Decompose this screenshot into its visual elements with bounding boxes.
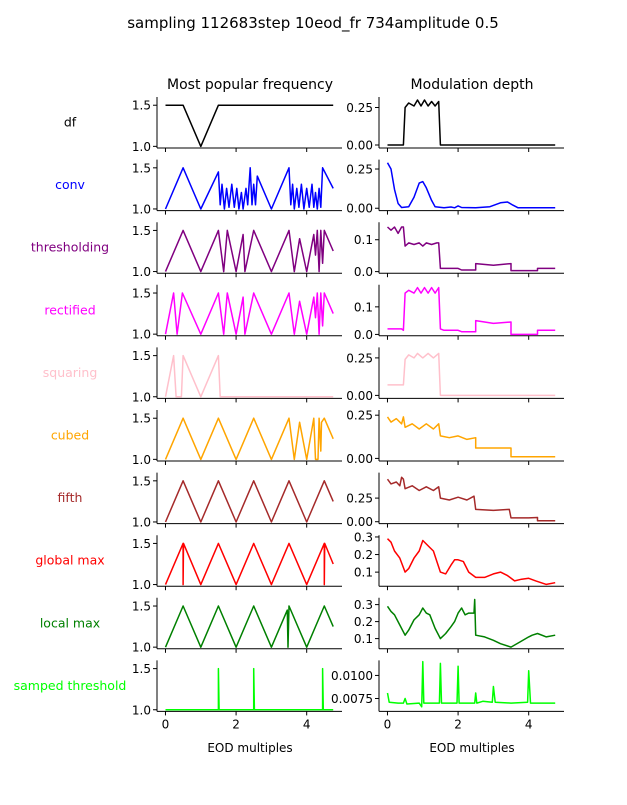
y-tick-label: 0.1 bbox=[354, 233, 373, 247]
x-tick-label: 2 bbox=[454, 717, 462, 731]
series-line-cubed-right bbox=[386, 416, 556, 458]
y-tick-label: 0.0100 bbox=[331, 669, 373, 683]
y-tick-label: 0.00 bbox=[346, 515, 373, 529]
x-tick-label: 2 bbox=[232, 717, 240, 731]
row-label: samped threshold bbox=[14, 678, 127, 693]
series-line-global-max-right bbox=[386, 538, 556, 586]
y-tick-label: 1.5 bbox=[132, 287, 151, 301]
y-tick-label: 1.5 bbox=[132, 412, 151, 426]
y-tick-label: 1.0 bbox=[132, 578, 151, 592]
y-tick-label: 0.25 bbox=[346, 101, 373, 115]
series-line-global-max-left bbox=[164, 542, 334, 586]
x-tick-label: 4 bbox=[525, 717, 533, 731]
y-tick-label: 0.0 bbox=[354, 265, 373, 279]
y-tick-label: 1.0 bbox=[132, 641, 151, 655]
x-axis-label-left: EOD multiples bbox=[207, 741, 292, 755]
row-label: fifth bbox=[58, 490, 83, 505]
row-label: conv bbox=[55, 177, 85, 192]
series-line-local-max-right bbox=[386, 598, 556, 648]
y-tick-label: 1.5 bbox=[132, 600, 151, 614]
x-axis-label-right: EOD multiples bbox=[429, 741, 514, 755]
y-tick-label: 1.0 bbox=[132, 202, 151, 216]
y-tick-label: 0.25 bbox=[346, 409, 373, 423]
y-tick-label: 0.00 bbox=[346, 452, 373, 466]
y-tick-label: 1.0 bbox=[132, 703, 151, 717]
column-title-left: Most popular frequency bbox=[167, 77, 333, 93]
y-tick-label: 1.0 bbox=[132, 140, 151, 154]
series-line-conv-right bbox=[386, 162, 556, 209]
y-tick-label: 0.2 bbox=[354, 615, 373, 629]
series-line-rectified-left bbox=[164, 292, 334, 335]
y-tick-label: 1.5 bbox=[132, 662, 151, 676]
row-label: global max bbox=[35, 553, 104, 568]
series-line-thresholding-right bbox=[386, 226, 556, 272]
series-line-samped-threshold-left bbox=[165, 667, 334, 711]
y-tick-label: 1.0 bbox=[132, 453, 151, 467]
y-tick-label: 0.2 bbox=[354, 548, 373, 562]
x-tick-label: 4 bbox=[303, 717, 311, 731]
y-tick-label: 0.00 bbox=[346, 139, 373, 153]
series-line-conv-left bbox=[164, 167, 334, 210]
y-tick-label: 0.1 bbox=[354, 632, 373, 646]
row-label: rectified bbox=[44, 302, 95, 317]
y-tick-label: 1.0 bbox=[132, 328, 151, 342]
column-title-right: Modulation depth bbox=[411, 77, 534, 93]
series-line-local-max-left bbox=[164, 605, 334, 648]
series-line-squaring-left bbox=[164, 354, 334, 398]
x-tick-label: 0 bbox=[162, 717, 170, 731]
suptitle: sampling 112683step 10eod_fr 734amplitud… bbox=[127, 14, 499, 33]
y-tick-label: 1.5 bbox=[132, 349, 151, 363]
y-tick-label: 0.25 bbox=[346, 163, 373, 177]
y-tick-label: 0.0 bbox=[354, 328, 373, 342]
series-line-fifth-right bbox=[386, 476, 556, 522]
series-line-df-right bbox=[387, 99, 556, 146]
y-tick-label: 0.00 bbox=[346, 389, 373, 403]
series-line-rectified-right bbox=[387, 286, 556, 336]
series-line-fifth-left bbox=[164, 480, 334, 523]
row-label: local max bbox=[40, 615, 100, 630]
series-line-squaring-right bbox=[387, 352, 556, 397]
y-tick-label: 0.00 bbox=[346, 202, 373, 216]
y-tick-label: 0.0075 bbox=[331, 692, 373, 706]
x-tick-label: 0 bbox=[384, 717, 392, 731]
y-tick-label: 0.25 bbox=[346, 351, 373, 365]
y-tick-label: 1.5 bbox=[132, 224, 151, 238]
y-tick-label: 0.3 bbox=[354, 530, 373, 544]
series-line-thresholding-left bbox=[164, 229, 334, 273]
y-tick-label: 0.1 bbox=[354, 300, 373, 314]
y-tick-label: 1.0 bbox=[132, 515, 151, 529]
y-tick-label: 1.5 bbox=[132, 161, 151, 175]
y-tick-label: 0.25 bbox=[346, 492, 373, 506]
row-label: cubed bbox=[51, 428, 89, 443]
y-tick-label: 0.1 bbox=[354, 566, 373, 580]
y-tick-label: 1.5 bbox=[132, 537, 151, 551]
row-label: squaring bbox=[43, 365, 98, 380]
series-line-df-left bbox=[165, 104, 334, 148]
y-tick-label: 1.0 bbox=[132, 265, 151, 279]
y-tick-label: 1.5 bbox=[132, 99, 151, 113]
series-line-samped-threshold-right bbox=[386, 660, 556, 708]
y-tick-label: 1.0 bbox=[132, 390, 151, 404]
row-label: df bbox=[64, 115, 77, 130]
y-tick-label: 1.5 bbox=[132, 474, 151, 488]
row-label: thresholding bbox=[31, 240, 109, 255]
y-tick-label: 0.3 bbox=[354, 598, 373, 612]
series-line-cubed-left bbox=[164, 417, 334, 461]
